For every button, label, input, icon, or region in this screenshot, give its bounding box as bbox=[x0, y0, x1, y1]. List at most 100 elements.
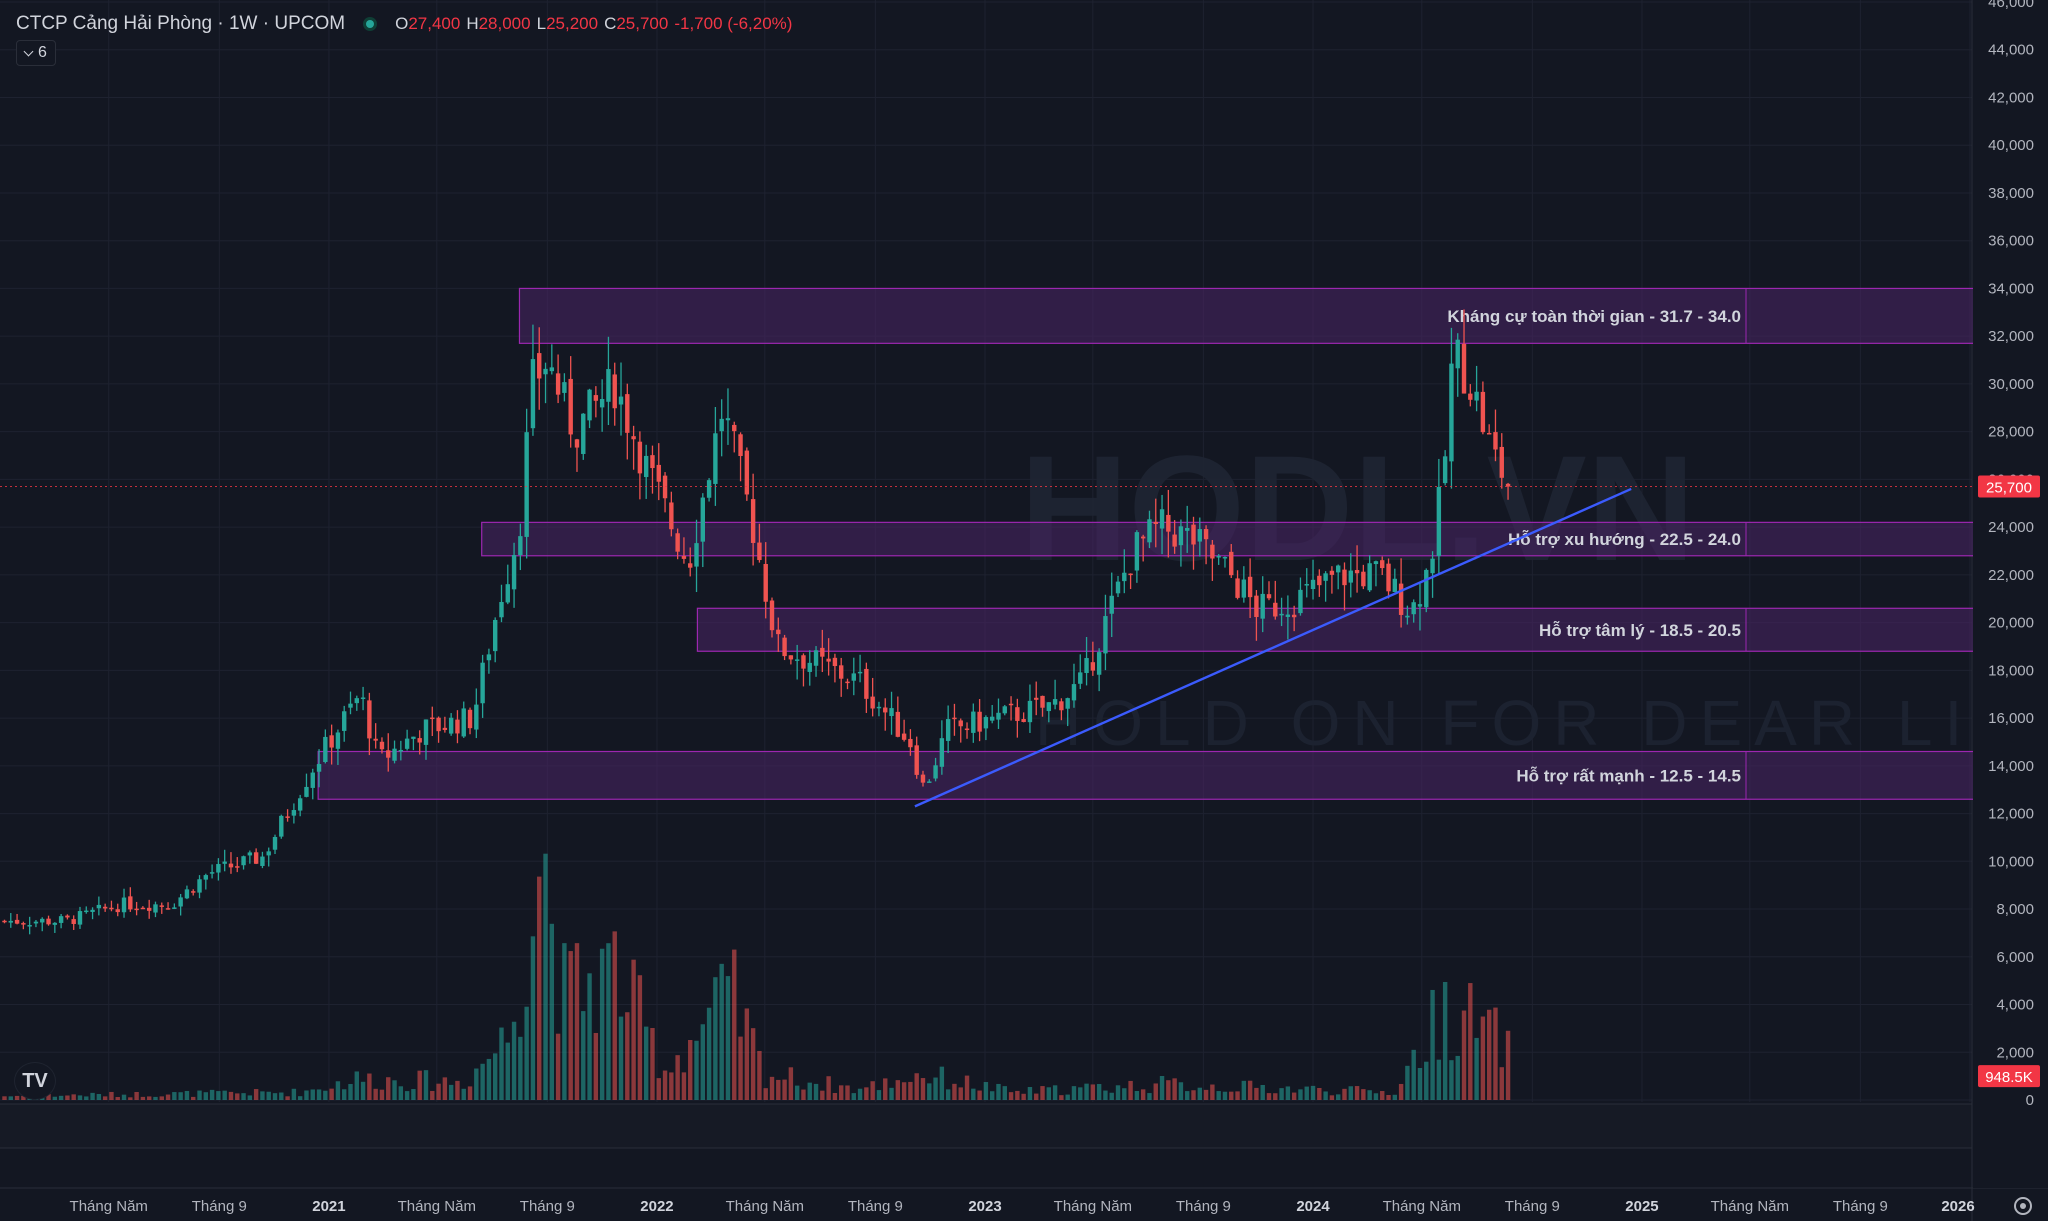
volume-bar bbox=[706, 1007, 712, 1100]
volume-bar bbox=[876, 1090, 882, 1100]
volume-bar bbox=[153, 1096, 158, 1100]
candle-body bbox=[1002, 706, 1007, 714]
volume-bar bbox=[794, 1085, 800, 1100]
volume-bar bbox=[1021, 1093, 1026, 1100]
candle-body bbox=[549, 367, 555, 372]
time-tick-label: Tháng Năm bbox=[1711, 1198, 1789, 1215]
volume-bar bbox=[801, 1089, 806, 1100]
candle-body bbox=[423, 719, 429, 745]
volume-bar bbox=[996, 1083, 1001, 1100]
price-tick-label: 20,000 bbox=[1988, 615, 2034, 632]
volume-bar bbox=[266, 1091, 271, 1100]
candle-body bbox=[71, 919, 76, 924]
volume-bar bbox=[1185, 1091, 1190, 1100]
volume-bar bbox=[895, 1080, 901, 1100]
volume-bar bbox=[386, 1077, 391, 1100]
volume-bar bbox=[1203, 1089, 1209, 1100]
time-tick-label: 2024 bbox=[1296, 1198, 1330, 1215]
price-tick-label: 8,000 bbox=[1996, 901, 2034, 918]
candle-body bbox=[442, 727, 448, 730]
ohlc-readout: O27,400 H28,000 L25,200 C25,700 -1,700 (… bbox=[395, 14, 792, 34]
volume-bar bbox=[436, 1083, 441, 1100]
candle-body bbox=[228, 863, 234, 868]
volume-bar bbox=[1335, 1094, 1341, 1100]
volume-bar bbox=[989, 1091, 995, 1100]
candle-body bbox=[1342, 569, 1347, 586]
candle-body bbox=[574, 439, 580, 448]
volume-bar bbox=[1499, 1067, 1504, 1100]
candle-body bbox=[599, 399, 605, 408]
volume-bar bbox=[1241, 1080, 1247, 1100]
volume-bar bbox=[297, 1096, 303, 1100]
volume-bar bbox=[398, 1086, 404, 1100]
volume-bar bbox=[461, 1088, 466, 1100]
volume-bar bbox=[367, 1073, 372, 1100]
candle-body bbox=[474, 704, 479, 730]
candle-body bbox=[794, 659, 800, 661]
volume-bar bbox=[1291, 1092, 1297, 1100]
candle-body bbox=[1442, 456, 1448, 484]
time-tick-label: Tháng 9 bbox=[1833, 1198, 1888, 1215]
candle-body bbox=[1084, 658, 1089, 674]
candle-body bbox=[889, 708, 894, 717]
volume-bar bbox=[1455, 1055, 1460, 1100]
volume-bar bbox=[1147, 1093, 1152, 1100]
candle-body bbox=[864, 668, 869, 699]
watermark-tagline: HOLD ON FOR DEAR LIFE bbox=[1035, 687, 2048, 759]
candle-body bbox=[883, 707, 888, 713]
candle-body bbox=[417, 738, 422, 743]
candle-body bbox=[694, 543, 699, 567]
candle-body bbox=[329, 735, 334, 748]
candle-body bbox=[1034, 697, 1039, 700]
symbol-title[interactable]: CTCP Cảng Hải Phòng · 1W · UPCOM bbox=[16, 13, 346, 34]
time-tick-label: 2025 bbox=[1625, 1198, 1658, 1215]
indicators-toggle-button[interactable]: 6 bbox=[16, 40, 56, 66]
candle-body bbox=[908, 738, 913, 748]
candle-body bbox=[279, 815, 284, 837]
volume-bar bbox=[650, 1028, 655, 1100]
candle-body bbox=[1166, 514, 1171, 532]
volume-bar bbox=[8, 1096, 13, 1100]
volume-bar bbox=[342, 1089, 347, 1100]
gear-icon[interactable] bbox=[2014, 1197, 2032, 1215]
open-label: O bbox=[395, 14, 409, 33]
volume-bar bbox=[769, 1076, 775, 1100]
volume-bar bbox=[1034, 1093, 1039, 1100]
high-value: 28,000 bbox=[478, 14, 531, 33]
candle-body bbox=[1474, 391, 1479, 401]
volume-bar bbox=[197, 1090, 202, 1100]
candle-body bbox=[996, 712, 1001, 720]
volume-bar bbox=[643, 1026, 649, 1100]
volume-bar bbox=[505, 1042, 510, 1100]
candle-body bbox=[448, 717, 454, 734]
candle-body bbox=[839, 665, 844, 679]
candle-body bbox=[1046, 702, 1052, 712]
volume-bar bbox=[826, 1076, 831, 1100]
candle-body bbox=[65, 915, 70, 918]
time-tick-label: 2022 bbox=[640, 1198, 673, 1215]
candle-body bbox=[191, 891, 196, 893]
price-tick-label: 24,000 bbox=[1988, 519, 2034, 536]
candle-body bbox=[310, 772, 315, 788]
volume-bar bbox=[191, 1096, 196, 1100]
volume-bar bbox=[964, 1075, 970, 1100]
volume-bar bbox=[241, 1093, 246, 1100]
candle-body bbox=[467, 709, 473, 729]
last-volume-tag-label: 948.5K bbox=[1985, 1069, 2033, 1086]
low-value: 25,200 bbox=[546, 14, 599, 33]
price-axis[interactable]: 0 2,000 4,000 6,000 8,000 10,000 12,000 14,000 1… bbox=[1973, 0, 2048, 1188]
candle-body bbox=[1323, 573, 1328, 581]
candle-body bbox=[845, 681, 850, 684]
time-tick-label: Tháng Năm bbox=[1383, 1198, 1461, 1215]
volume-bar bbox=[1436, 1059, 1442, 1100]
volume-bar bbox=[102, 1096, 108, 1100]
tradingview-logo-icon[interactable]: TV bbox=[14, 1062, 56, 1100]
price-tick-label: 28,000 bbox=[1988, 424, 2034, 441]
candle-body bbox=[40, 918, 45, 923]
volume-bar bbox=[1115, 1085, 1121, 1100]
trendline[interactable] bbox=[914, 487, 1632, 808]
time-axis[interactable]: Tháng Năm Tháng 9 2021 Tháng Năm Tháng 9 2022… bbox=[70, 1198, 1975, 1215]
volume-bar bbox=[574, 943, 580, 1100]
candle-body bbox=[1310, 579, 1316, 590]
